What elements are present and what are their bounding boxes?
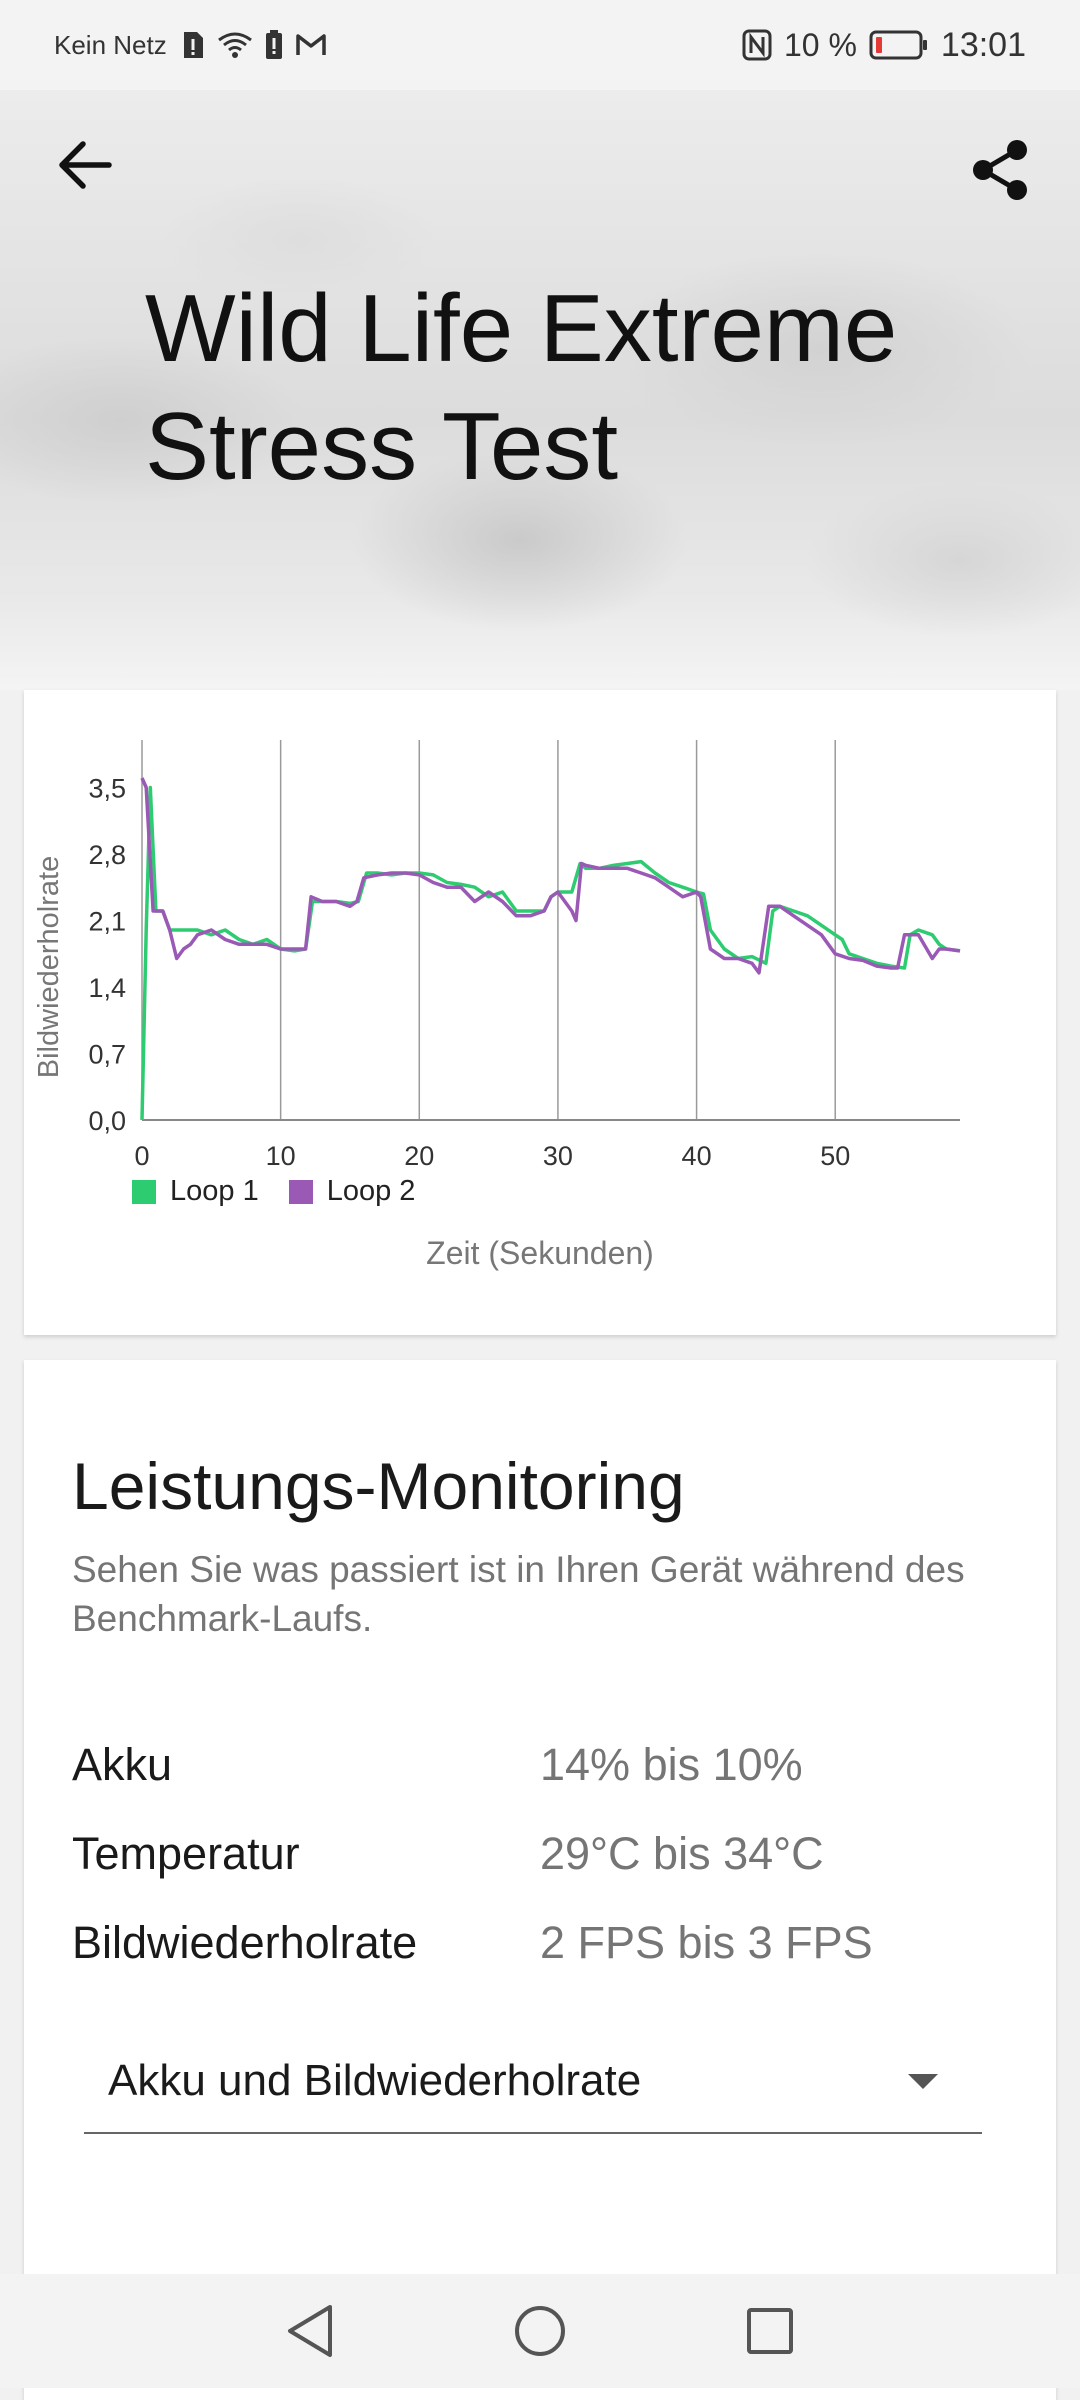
y-tick-label: 3,5 (88, 774, 126, 804)
square-recents-icon (747, 2308, 793, 2354)
status-bar: Kein Netz 10 % (0, 0, 1080, 90)
series-line-loop-2 (140, 777, 961, 975)
x-tick-label: 30 (543, 1141, 573, 1171)
stat-value: 14% bis 10% (540, 1738, 803, 1790)
legend-label: Loop 2 (326, 1175, 416, 1207)
monitoring-title: Leistungs-Monitoring (72, 1449, 685, 1523)
x-tick-label: 40 (682, 1141, 712, 1171)
carrier-label: Kein Netz (54, 29, 167, 60)
no-sim-icon (183, 32, 203, 58)
navigation-bar (0, 2274, 1080, 2388)
nav-recents-button[interactable] (730, 2291, 810, 2371)
stat-row-battery: Akku 14% bis 10% (72, 1720, 1032, 1809)
share-icon (973, 140, 1027, 200)
wifi-icon (217, 32, 252, 58)
dropdown-selected-value: Akku und Bildwiederholrate (108, 2056, 642, 2105)
clock: 13:01 (940, 25, 1026, 64)
share-button[interactable] (960, 130, 1040, 210)
nav-back-button[interactable] (270, 2291, 350, 2371)
legend-item-loop-2[interactable]: Loop 2 (288, 1175, 416, 1208)
status-bar-right: 10 % 13:01 (742, 26, 1026, 65)
arrow-left-icon (59, 141, 112, 189)
chart-card: 0 10 20 30 40 50 0,0 0,7 1,4 2,1 2,8 3,5 Bildwieder… (24, 690, 1056, 1335)
hero-header: Wild Life Extreme Stress Test (0, 90, 1080, 690)
stat-label: Bildwiederholrate (72, 1916, 418, 1968)
y-tick-label: 0,7 (88, 1040, 126, 1070)
triangle-back-icon (288, 2305, 332, 2357)
legend-swatch (132, 1179, 156, 1204)
framerate-chart: 0 10 20 30 40 50 0,0 0,7 1,4 2,1 2,8 3,5 Bildwieder… (33, 740, 961, 1271)
battery-percent: 10 % (783, 26, 857, 63)
battery-icon (869, 30, 927, 60)
stat-value: 2 FPS bis 3 FPS (540, 1916, 873, 1968)
x-tick-label: 0 (134, 1141, 149, 1171)
nfc-icon (742, 29, 772, 61)
stat-label: Akku (72, 1738, 173, 1790)
stat-value: 29°C bis 34°C (540, 1827, 824, 1879)
stat-row-framerate: Bildwiederholrate 2 FPS bis 3 FPS (72, 1898, 1032, 1987)
battery-alert-icon (265, 30, 282, 59)
legend-swatch (288, 1179, 313, 1204)
legend-label: Loop 1 (170, 1175, 259, 1207)
monitoring-subtitle: Sehen Sie was passiert ist in Ihren Gerä… (72, 1549, 965, 1639)
stat-row-temperature: Temperatur 29°C bis 34°C (72, 1809, 1032, 1898)
gmail-icon (295, 34, 326, 55)
back-button[interactable] (50, 130, 120, 200)
stats-list: Akku 14% bis 10% Temperatur 29°C bis 34°… (72, 1720, 1032, 1987)
status-bar-left: Kein Netz (54, 30, 327, 61)
y-tick-label: 0,0 (88, 1106, 126, 1136)
x-tick-label: 50 (820, 1141, 850, 1171)
y-tick-label: 2,1 (88, 907, 126, 937)
nav-home-button[interactable] (500, 2291, 580, 2371)
stat-label: Temperatur (72, 1827, 300, 1879)
x-axis-label: Zeit (Sekunden) (426, 1235, 654, 1271)
chart-legend: Loop 1 Loop 2 (132, 1175, 431, 1208)
chart-type-dropdown[interactable]: Akku und Bildwiederholrate (84, 2030, 982, 2134)
y-tick-label: 1,4 (88, 973, 126, 1003)
circle-home-icon (515, 2306, 565, 2356)
page-title: Wild Life Extreme Stress Test (145, 275, 898, 500)
x-tick-label: 20 (404, 1141, 434, 1171)
legend-item-loop-1[interactable]: Loop 1 (132, 1175, 259, 1208)
y-tick-label: 2,8 (88, 840, 126, 870)
dropdown-arrow-icon (908, 2073, 938, 2089)
x-tick-label: 10 (266, 1141, 296, 1171)
monitoring-card: Leistungs-Monitoring Sehen Sie was passi… (24, 1360, 1056, 2400)
y-axis-label: Bildwiederholrate (33, 856, 65, 1078)
